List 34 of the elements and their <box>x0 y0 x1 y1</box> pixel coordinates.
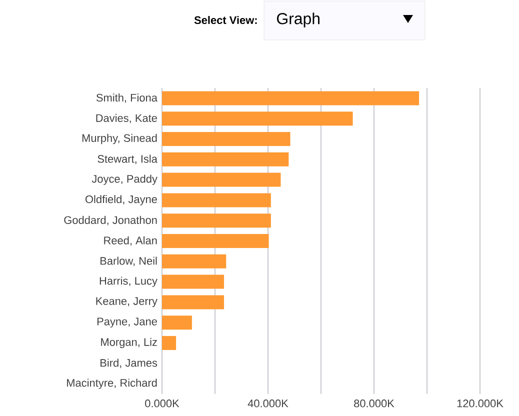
bar <box>162 336 176 350</box>
y-tick-label: Stewart, Isla <box>98 154 158 164</box>
bar <box>162 132 290 146</box>
bar <box>162 172 281 187</box>
y-tick-label: Bird, James <box>100 358 158 368</box>
bar <box>162 214 271 228</box>
x-tick-label: 120.000K <box>457 400 504 408</box>
text: Select View: <box>194 16 257 24</box>
bar <box>162 112 353 126</box>
y-tick-label: Macintyre, Richard <box>67 378 157 389</box>
y-tick-label: Murphy, Sinead <box>82 134 157 144</box>
bar <box>162 234 269 248</box>
y-tick-label: Goddard, Jonathon <box>64 216 157 226</box>
y-tick-label: Barlow, Neil <box>100 256 157 266</box>
y-tick-label: Keane, Jerry <box>96 297 158 308</box>
text: Graph <box>277 12 320 28</box>
bar <box>162 152 289 166</box>
y-tick-label: Joyce, Paddy <box>92 174 158 185</box>
bar <box>162 91 420 106</box>
y-tick-label: Harris, Lucy <box>100 276 158 287</box>
y-tick-label: Reed, Alan <box>104 236 157 246</box>
x-tick-label: 0.000K <box>145 400 180 408</box>
y-tick-label: Oldfield, Jayne <box>86 195 157 206</box>
bar <box>162 274 224 289</box>
y-tick-label: Davies, Kate <box>96 114 157 124</box>
bar <box>162 254 226 268</box>
bar <box>162 295 224 310</box>
bar <box>162 316 192 330</box>
bar <box>162 193 271 208</box>
y-tick-label: Morgan, Liz <box>101 338 157 348</box>
x-tick-label: 40.000K <box>248 400 288 408</box>
y-tick-label: Payne, Jane <box>97 318 157 328</box>
x-tick-label: 80.000K <box>354 400 394 408</box>
y-tick-label: Smith, Fiona <box>96 94 158 103</box>
